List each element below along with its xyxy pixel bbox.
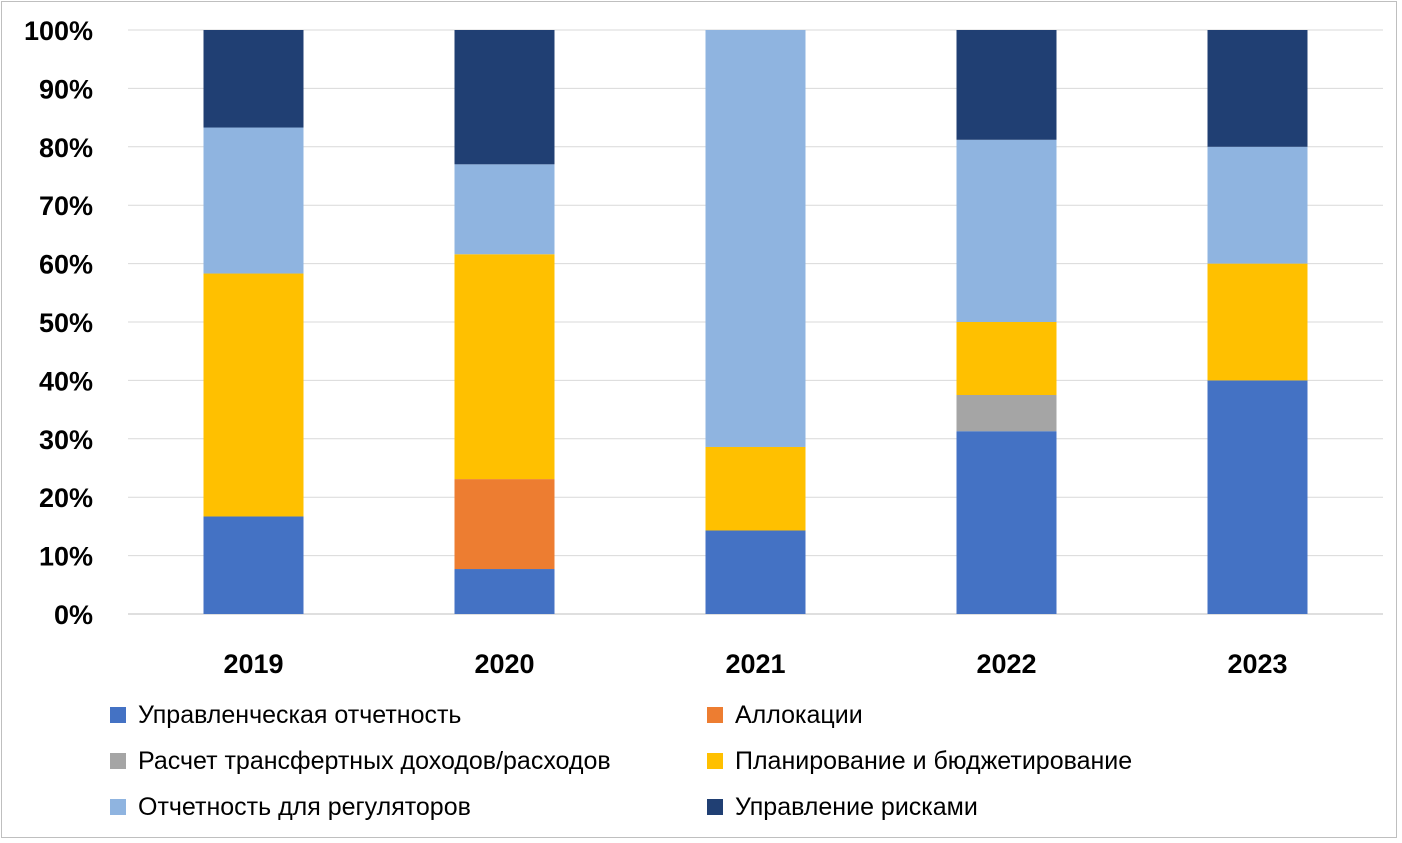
legend-swatch bbox=[707, 753, 723, 769]
legend-swatch bbox=[707, 799, 723, 815]
legend-label: Управленческая отчетность bbox=[138, 700, 462, 729]
bar-segment-2022-s4 bbox=[956, 139, 1057, 322]
y-tick-label: 10% bbox=[39, 542, 93, 572]
bar-segment-2020-s3 bbox=[454, 254, 555, 480]
x-tick-label: 2023 bbox=[1227, 649, 1287, 679]
x-tick-label: 2022 bbox=[976, 649, 1036, 679]
x-tick-label: 2020 bbox=[474, 649, 534, 679]
bar-segment-2022-s0 bbox=[956, 431, 1057, 614]
y-tick-label: 90% bbox=[39, 74, 93, 104]
legend-swatch bbox=[110, 753, 126, 769]
bar-segment-2020-s1 bbox=[454, 479, 555, 570]
bar-segment-2023-s3 bbox=[1207, 263, 1308, 381]
bar-segment-2021-s4 bbox=[705, 30, 806, 447]
bar-segment-2022-s2 bbox=[956, 395, 1057, 432]
bar-segment-2019-s3 bbox=[203, 273, 304, 517]
legend-item-regulatory-reporting: Отчетность для регуляторов bbox=[110, 792, 471, 822]
bar-segment-2019-s0 bbox=[203, 516, 304, 614]
legend-label: Управление рисками bbox=[735, 792, 978, 821]
legend-swatch bbox=[110, 707, 126, 723]
legend-label: Отчетность для регуляторов bbox=[138, 792, 471, 821]
legend-swatch bbox=[707, 707, 723, 723]
legend-item-planning-budgeting: Планирование и бюджетирование bbox=[707, 746, 1132, 776]
y-tick-label: 40% bbox=[39, 366, 93, 396]
y-tick-label: 100% bbox=[24, 16, 93, 46]
legend-item-transfer-pricing: Расчет трансфертных доходов/расходов bbox=[110, 746, 611, 776]
bar-segment-2021-s0 bbox=[705, 530, 806, 614]
legend: Управленческая отчетность Аллокации Расч… bbox=[110, 696, 1290, 826]
legend-swatch bbox=[110, 799, 126, 815]
bar-segment-2023-s4 bbox=[1207, 146, 1308, 264]
bar-segment-2020-s5 bbox=[454, 30, 555, 165]
x-axis: 2019 2020 2021 2022 2023 bbox=[223, 649, 1287, 679]
bars bbox=[203, 30, 1308, 614]
bar-segment-2020-s0 bbox=[454, 569, 555, 614]
legend-label: Аллокации bbox=[735, 700, 863, 729]
bar-segment-2020-s4 bbox=[454, 164, 555, 255]
y-tick-label: 0% bbox=[54, 600, 93, 630]
bar-segment-2019-s5 bbox=[203, 30, 304, 128]
bar-segment-2021-s3 bbox=[705, 446, 806, 531]
bar-segment-2023-s5 bbox=[1207, 30, 1308, 147]
legend-label: Расчет трансфертных доходов/расходов bbox=[138, 746, 611, 775]
y-axis: 0% 10% 20% 30% 40% 50% 60% 70% 80% 90% 100% bbox=[24, 16, 93, 630]
y-tick-label: 70% bbox=[39, 191, 93, 221]
bar-segment-2023-s0 bbox=[1207, 380, 1308, 614]
x-tick-label: 2019 bbox=[223, 649, 283, 679]
y-tick-label: 80% bbox=[39, 133, 93, 163]
bar-segment-2022-s5 bbox=[956, 30, 1057, 140]
y-tick-label: 50% bbox=[39, 308, 93, 338]
y-tick-label: 30% bbox=[39, 425, 93, 455]
y-tick-label: 20% bbox=[39, 483, 93, 513]
legend-item-management-reporting: Управленческая отчетность bbox=[110, 700, 461, 730]
bar-segment-2019-s4 bbox=[203, 127, 304, 274]
y-tick-label: 60% bbox=[39, 250, 93, 280]
bar-segment-2022-s3 bbox=[956, 322, 1057, 395]
legend-item-allocations: Аллокации bbox=[707, 700, 863, 730]
x-tick-label: 2021 bbox=[725, 649, 785, 679]
legend-item-risk-management: Управление рисками bbox=[707, 792, 978, 822]
legend-label: Планирование и бюджетирование bbox=[735, 746, 1133, 775]
